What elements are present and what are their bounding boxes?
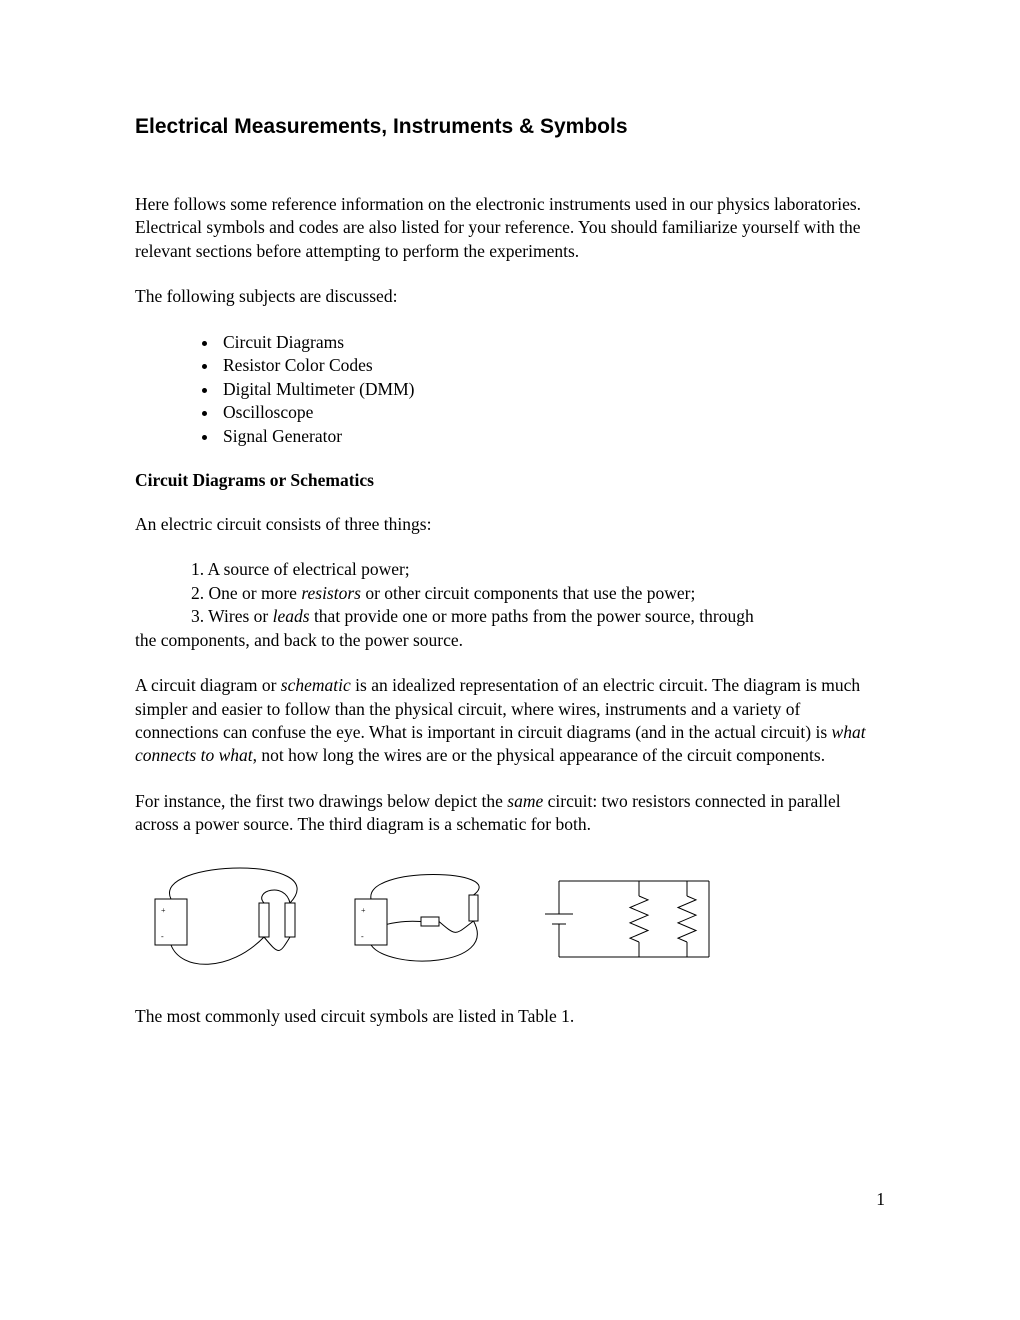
circuit-intro: An electric circuit consists of three th…	[135, 513, 885, 536]
example-paragraph: For instance, the first two drawings bel…	[135, 790, 885, 837]
circuit-schematic-icon	[539, 859, 729, 979]
subjects-list: Circuit Diagrams Resistor Color Codes Di…	[135, 331, 885, 448]
figure-row: +- +-	[135, 859, 885, 979]
list-item-text: 2. One or more	[191, 583, 301, 603]
list-item-text: or other circuit components that use the…	[361, 583, 695, 603]
paragraph-text: , not how long the wires are or the phys…	[253, 745, 825, 765]
list-item: Circuit Diagrams	[219, 331, 885, 354]
emphasis: schematic	[281, 675, 351, 695]
paragraph-text: For instance, the first two drawings bel…	[135, 791, 507, 811]
list-item: 1. A source of electrical power;	[135, 558, 885, 581]
schematic-paragraph: A circuit diagram or schematic is an ide…	[135, 674, 885, 768]
list-item: Oscilloscope	[219, 401, 885, 424]
emphasis: same	[507, 791, 543, 811]
emphasis: resistors	[301, 583, 361, 603]
svg-text:+: +	[161, 906, 166, 915]
numbered-list: 1. A source of electrical power; 2. One …	[135, 558, 885, 652]
closing-paragraph: The most commonly used circuit symbols a…	[135, 1005, 885, 1028]
intro-paragraph: Here follows some reference information …	[135, 193, 885, 263]
svg-text:-: -	[361, 932, 364, 941]
circuit-drawing-icon: +-	[135, 859, 325, 979]
list-item-continuation: the components, and back to the power so…	[135, 629, 885, 652]
paragraph-text: A circuit diagram or	[135, 675, 281, 695]
list-item: Resistor Color Codes	[219, 354, 885, 377]
list-item: Signal Generator	[219, 425, 885, 448]
list-item: 2. One or more resistors or other circui…	[135, 582, 885, 605]
circuit-drawing-icon: +-	[337, 859, 527, 979]
figure-pictorial-2: +-	[337, 859, 527, 979]
figure-pictorial-1: +-	[135, 859, 325, 979]
figure-schematic	[539, 859, 729, 979]
page-title: Electrical Measurements, Instruments & S…	[135, 115, 885, 139]
list-item-text: that provide one or more paths from the …	[310, 606, 754, 626]
svg-text:-: -	[161, 932, 164, 941]
list-item: 3. Wires or leads that provide one or mo…	[135, 605, 885, 628]
document-page: Electrical Measurements, Instruments & S…	[0, 0, 1020, 1320]
list-item: Digital Multimeter (DMM)	[219, 378, 885, 401]
list-item-text: 3. Wires or	[191, 606, 273, 626]
svg-text:+: +	[361, 906, 366, 915]
subjects-lead: The following subjects are discussed:	[135, 285, 885, 308]
emphasis: leads	[273, 606, 310, 626]
section-heading: Circuit Diagrams or Schematics	[135, 470, 885, 491]
page-number: 1	[876, 1189, 885, 1210]
